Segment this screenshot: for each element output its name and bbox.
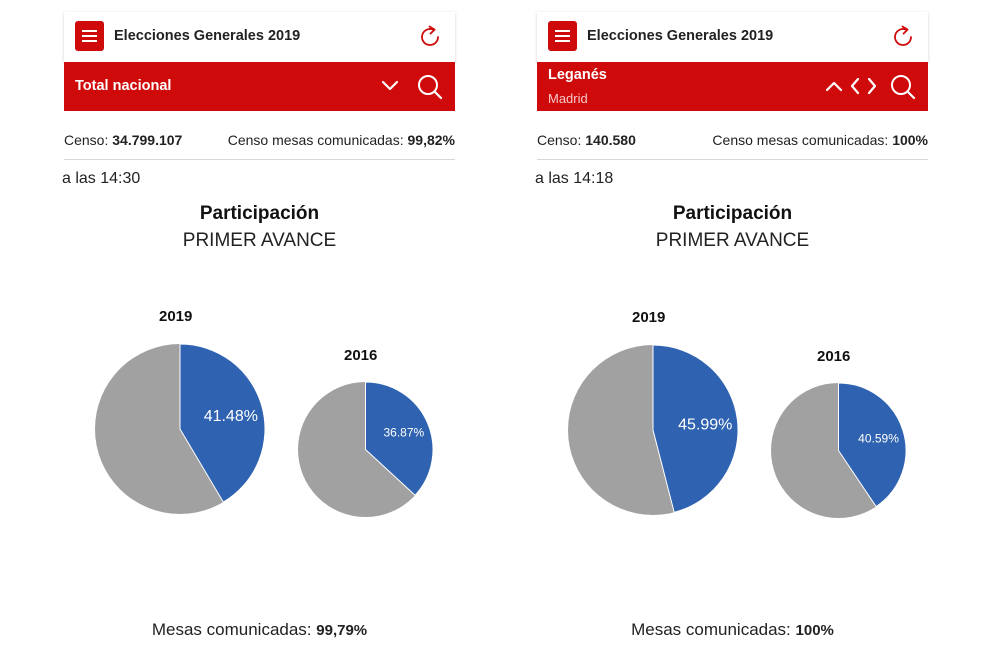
censo-label: Censo: — [64, 132, 109, 148]
location-name: Total nacional — [75, 78, 172, 94]
location-bar[interactable]: Leganés Madrid — [537, 62, 928, 111]
censo-label: Censo: — [537, 132, 582, 148]
app-header: Elecciones Generales 2019 — [64, 12, 455, 62]
location-province: Madrid — [548, 91, 588, 106]
panel-total-nacional: Elecciones Generales 2019 Total nacional… — [62, 0, 456, 663]
censo-mesas-value: 99,82% — [407, 132, 455, 148]
pie-chart-2019: 45.99% — [568, 344, 739, 515]
location-name: Leganés — [548, 67, 607, 83]
search-icon[interactable] — [889, 73, 917, 101]
censo-mesas-label: Censo mesas comunicadas: — [227, 132, 404, 148]
pie-slice-participation — [652, 344, 739, 513]
refresh-icon[interactable] — [890, 24, 916, 50]
panel-leganes: Elecciones Generales 2019 Leganés Madrid… — [535, 0, 929, 663]
pie-value-label: 41.48% — [204, 408, 258, 425]
update-time: a las 14:30 — [62, 170, 141, 187]
chevron-right-icon[interactable] — [866, 77, 878, 95]
app-header: Elecciones Generales 2019 — [537, 12, 928, 62]
year-label-2019: 2019 — [159, 308, 193, 325]
mesas-value: 99,79% — [316, 622, 368, 639]
pie-slice-participation — [365, 381, 434, 497]
section-title: Participación — [672, 203, 793, 224]
pie-slice-participation — [838, 382, 907, 508]
censo-value: 34.799.107 — [112, 132, 183, 148]
app-title: Elecciones Generales 2019 — [114, 28, 301, 44]
mesas-comunicadas: Mesas comunicadas: 99,79% — [64, 620, 455, 640]
refresh-icon[interactable] — [417, 24, 443, 50]
censo: Censo: 34.799.107 — [64, 132, 182, 148]
pie-chart-2019: 41.48% — [95, 343, 266, 514]
censo-mesas: Censo mesas comunicadas: 100% — [712, 132, 928, 148]
censo-mesas: Censo mesas comunicadas: 99,82% — [228, 132, 455, 148]
chevron-down-icon[interactable] — [381, 79, 399, 93]
menu-icon[interactable] — [75, 21, 104, 51]
year-label-2016: 2016 — [344, 347, 378, 364]
mesas-comunicadas: Mesas comunicadas: 100% — [537, 620, 928, 640]
update-time: a las 14:18 — [535, 170, 614, 187]
location-bar[interactable]: Total nacional — [64, 62, 455, 111]
pie-value-label: 36.87% — [383, 426, 424, 440]
divider — [537, 159, 928, 160]
pie-chart-2016: 40.59% — [771, 382, 907, 518]
chevron-left-icon[interactable] — [849, 77, 861, 95]
section-title: Participación — [199, 203, 320, 224]
pie-chart-2016: 36.87% — [298, 381, 434, 517]
censo-mesas-value: 100% — [892, 132, 928, 148]
censo-mesas-label: Censo mesas comunicadas: — [712, 132, 889, 148]
year-label-2019: 2019 — [632, 309, 666, 326]
section-subtitle: PRIMER AVANCE — [655, 230, 810, 251]
divider — [64, 159, 455, 160]
chevron-up-icon[interactable] — [825, 79, 843, 93]
pie-slice-participation — [179, 343, 266, 503]
mesas-value: 100% — [795, 622, 834, 639]
mesas-label: Mesas comunicadas: — [151, 620, 312, 639]
censo-value: 140.580 — [585, 132, 636, 148]
pie-value-label: 45.99% — [678, 416, 732, 433]
mesas-label: Mesas comunicadas: — [631, 620, 791, 639]
year-label-2016: 2016 — [817, 348, 851, 365]
search-icon[interactable] — [416, 73, 444, 101]
censo: Censo: 140.580 — [537, 132, 636, 148]
menu-icon[interactable] — [548, 21, 577, 51]
section-subtitle: PRIMER AVANCE — [182, 230, 337, 251]
pie-value-label: 40.59% — [858, 431, 899, 445]
app-title: Elecciones Generales 2019 — [587, 28, 774, 44]
